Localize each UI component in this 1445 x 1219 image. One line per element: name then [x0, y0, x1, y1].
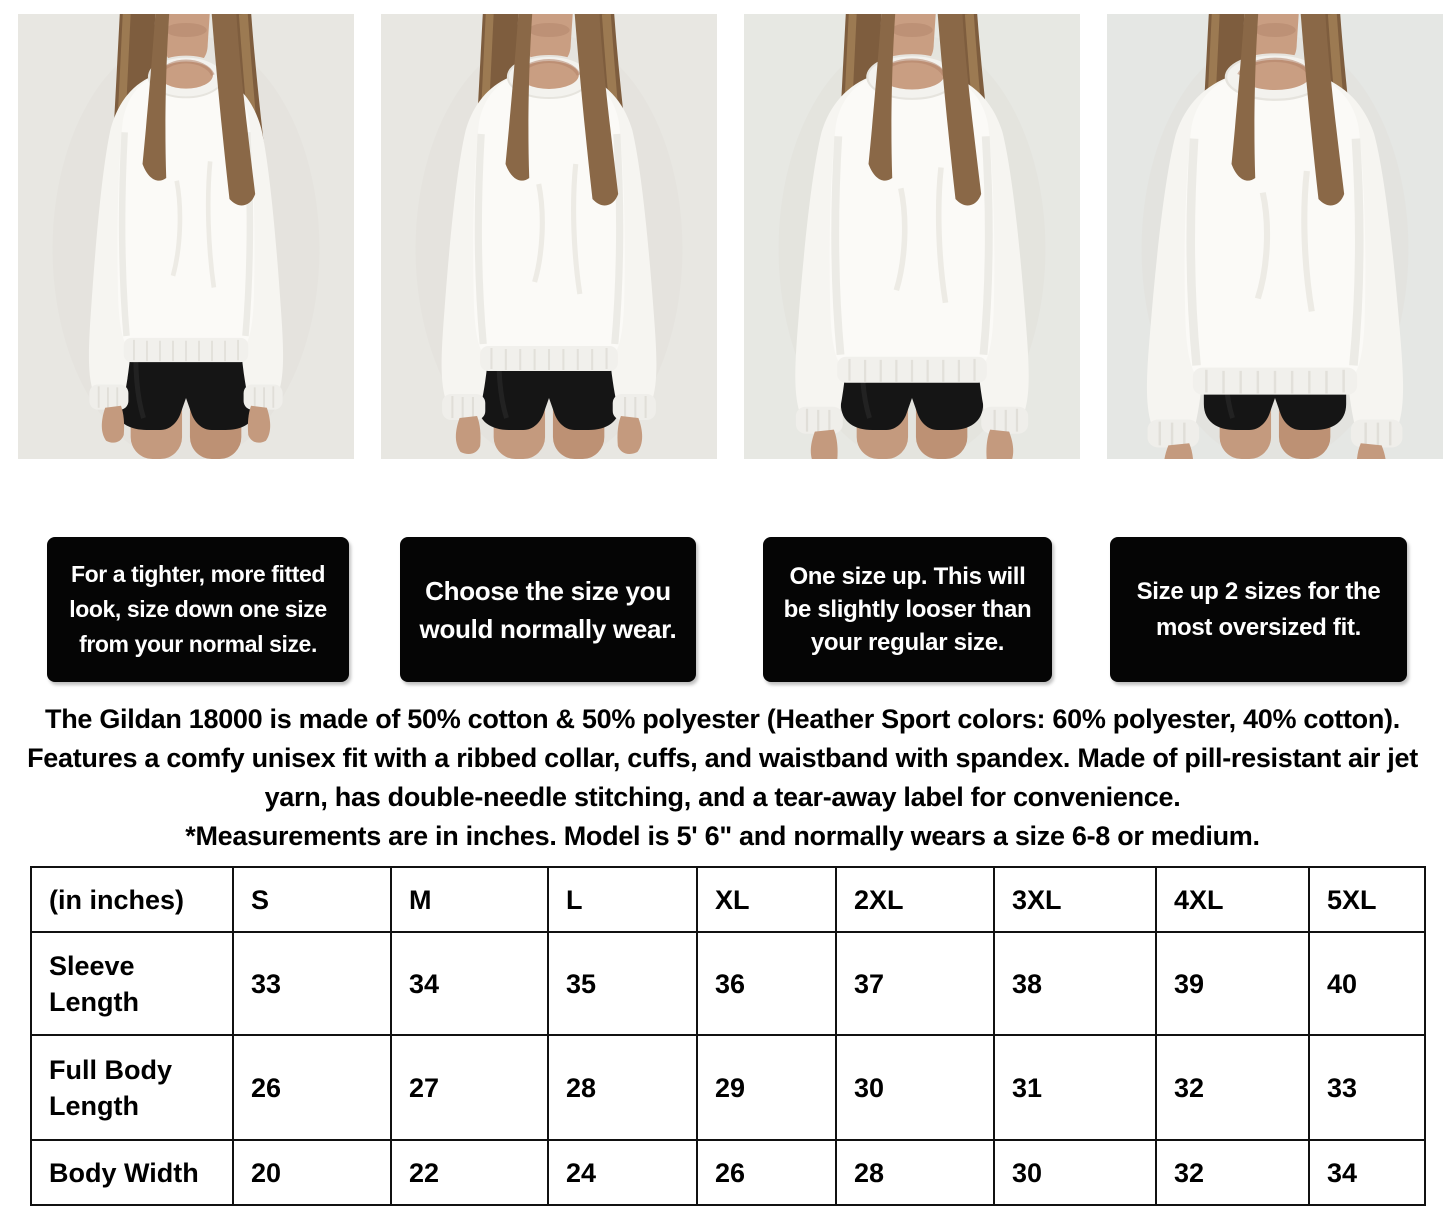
product-description: The Gildan 18000 is made of 50% cotton &…: [0, 700, 1445, 856]
fit-advice-text: For a tighter, more fitted look, size do…: [69, 561, 327, 657]
size-column-header-xl: XL: [696, 866, 837, 933]
neck: [162, 14, 210, 66]
body-width-4xl: 32: [1155, 1139, 1310, 1206]
hair-front: [1231, 14, 1345, 206]
fit-advice-box-size-up: One size up. This will be slightly loose…: [763, 537, 1052, 682]
hair-front: [142, 14, 256, 206]
product-photo-loose: [744, 14, 1080, 459]
size-column-header-l: L: [547, 866, 698, 933]
hair-front: [868, 14, 982, 206]
size-column-header-4xl: 4XL: [1155, 866, 1310, 933]
full-body-length-5xl: 33: [1308, 1034, 1426, 1141]
full-body-length-l: 28: [547, 1034, 698, 1141]
size-column-header-m: M: [390, 866, 549, 933]
sleeve-length-5xl: 40: [1308, 931, 1426, 1036]
fit-advice-text: Size up 2 sizes for the most oversized f…: [1136, 577, 1381, 641]
full-body-length-3xl: 31: [993, 1034, 1157, 1141]
neck: [525, 14, 573, 66]
body-width-m: 22: [390, 1139, 549, 1206]
size-chart-header-row: (in inches) S M L XL 2XL 3XL 4XL 5XL: [30, 866, 1426, 933]
fit-advice-text: Choose the size you would normally wear.: [419, 575, 677, 644]
fit-advice-box-size-up-2: Size up 2 sizes for the most oversized f…: [1110, 537, 1407, 682]
row-label: Full Body Length: [30, 1034, 234, 1141]
table-row-sleeve-length: Sleeve Length 33 34 35 36 37 38 39 40: [30, 931, 1426, 1036]
table-row-body-width: Body Width 20 22 24 26 28 30 32 34: [30, 1139, 1426, 1206]
model-photo-illustration: [381, 14, 717, 459]
sleeve-length-xl: 36: [696, 931, 837, 1036]
model-photo-illustration: [744, 14, 1080, 459]
fit-advice-box-normal: Choose the size you would normally wear.: [400, 537, 696, 682]
fit-advice-box-size-down: For a tighter, more fitted look, size do…: [47, 537, 349, 682]
size-column-header-5xl: 5XL: [1308, 866, 1426, 933]
full-body-length-4xl: 32: [1155, 1034, 1310, 1141]
body-width-5xl: 34: [1308, 1139, 1426, 1206]
body-width-xl: 26: [696, 1139, 837, 1206]
body-width-3xl: 30: [993, 1139, 1157, 1206]
size-chart-unit-label: (in inches): [30, 866, 234, 933]
product-photo-oversized: [1107, 14, 1443, 459]
product-photos-row: [0, 0, 1445, 459]
model-photo-illustration: [18, 14, 354, 459]
neck: [888, 14, 936, 66]
body-width-2xl: 28: [835, 1139, 995, 1206]
sweatshirt: [1146, 53, 1404, 459]
sleeve-length-l: 35: [547, 931, 698, 1036]
full-body-length-2xl: 30: [835, 1034, 995, 1141]
body-width-s: 20: [232, 1139, 392, 1206]
neck: [1251, 14, 1299, 66]
full-body-length-m: 27: [390, 1034, 549, 1141]
model-photo-illustration: [1107, 14, 1443, 459]
size-column-header-s: S: [232, 866, 392, 933]
size-chart-table: (in inches) S M L XL 2XL 3XL 4XL 5XL Sle…: [30, 866, 1426, 1206]
fit-advice-row: For a tighter, more fitted look, size do…: [0, 537, 1445, 682]
sleeve-length-s: 33: [232, 931, 392, 1036]
row-label: Body Width: [30, 1139, 234, 1206]
product-photo-normal: [381, 14, 717, 459]
full-body-length-s: 26: [232, 1034, 392, 1141]
measurements-note: *Measurements are in inches. Model is 5'…: [185, 821, 1260, 851]
size-column-header-2xl: 2XL: [835, 866, 995, 933]
fit-advice-text: One size up. This will be slightly loose…: [783, 563, 1032, 656]
full-body-length-xl: 29: [696, 1034, 837, 1141]
body-width-l: 24: [547, 1139, 698, 1206]
sleeve-length-3xl: 38: [993, 931, 1157, 1036]
hair-front: [505, 14, 619, 206]
sleeve-length-2xl: 37: [835, 931, 995, 1036]
sleeve-length-m: 34: [390, 931, 549, 1036]
product-photo-fitted: [18, 14, 354, 459]
size-column-header-3xl: 3XL: [993, 866, 1157, 933]
sleeve-length-4xl: 39: [1155, 931, 1310, 1036]
sweatshirt: [88, 55, 284, 443]
product-description-body: The Gildan 18000 is made of 50% cotton &…: [27, 704, 1418, 812]
row-label: Sleeve Length: [30, 931, 234, 1036]
table-row-full-body-length: Full Body Length 26 27 28 29 30 31 32 33: [30, 1034, 1426, 1141]
